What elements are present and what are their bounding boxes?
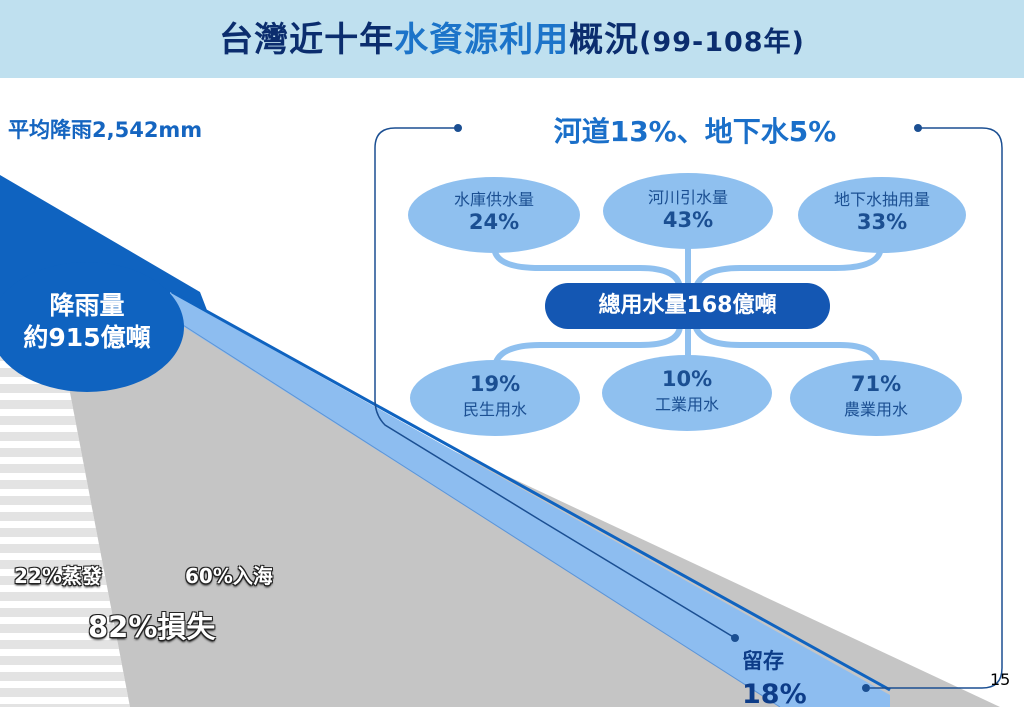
- use-industrial-pct: 10%: [661, 367, 713, 391]
- rainfall-label: 降雨量: [49, 291, 125, 320]
- source-river: 河川引水量 43%: [603, 173, 773, 249]
- evaporation-label: 22%蒸發: [14, 564, 102, 588]
- evaporation-region: [0, 340, 130, 707]
- storage-pointer-dot: [731, 634, 739, 642]
- panel-outline-dot-bottom: [862, 684, 870, 692]
- connector-groundwater: [692, 250, 883, 291]
- use-domestic-label: 民生用水: [462, 400, 527, 419]
- panel-outline-right: [870, 127, 1003, 689]
- source-reservoir-pct: 24%: [468, 210, 520, 234]
- storage-pointer: [539, 519, 736, 639]
- title-part-2: 水資源利用: [394, 20, 570, 60]
- title-banner: [0, 0, 1024, 78]
- total-water-use: 總用水量168億噸: [545, 283, 830, 329]
- rainfall-badge: 降雨量 約915億噸: [0, 262, 184, 392]
- use-domestic: 19% 民生用水: [410, 360, 580, 436]
- source-reservoir: 水庫供水量 24%: [408, 177, 580, 253]
- average-rainfall: 平均降雨2,542mm: [8, 118, 203, 142]
- use-agriculture-pct: 71%: [850, 372, 902, 396]
- storage-pct: 18%: [742, 679, 807, 710]
- source-groundwater: 地下水抽用量 33%: [798, 177, 966, 253]
- page-title: 台灣近十年水資源利用概況(99-108年): [0, 12, 1024, 61]
- panel-outline-dot-left: [454, 124, 462, 132]
- source-reservoir-label: 水庫供水量: [453, 190, 534, 209]
- panel-title: 河道13%、地下水5%: [553, 115, 837, 148]
- panel-outline: [374, 127, 541, 521]
- title-part-3: 概況: [569, 20, 640, 60]
- page-number: 15: [990, 670, 1011, 689]
- use-industrial-label: 工業用水: [654, 395, 719, 414]
- source-river-pct: 43%: [662, 208, 714, 232]
- sea-runoff-label: 60%入海: [185, 564, 273, 588]
- connector-domestic: [492, 324, 683, 367]
- title-part-1: 台灣近十年: [219, 20, 395, 60]
- storage-label: 留存: [742, 649, 784, 673]
- use-industrial: 10% 工業用水: [602, 355, 772, 431]
- storage-label-group: 留存 18%: [742, 645, 807, 710]
- storage-band-inner-edge: [171, 317, 781, 707]
- use-agriculture: 71% 農業用水: [790, 360, 962, 436]
- source-groundwater-pct: 33%: [856, 210, 908, 234]
- title-years: (99-108年): [639, 27, 805, 58]
- connector-reservoir: [492, 250, 683, 291]
- storage-band: [170, 292, 890, 707]
- use-domestic-pct: 19%: [469, 372, 521, 396]
- panel-outline-dot-right: [914, 124, 922, 132]
- rainfall-amount: 約915億噸: [23, 323, 151, 352]
- source-groundwater-label: 地下水抽用量: [833, 190, 930, 209]
- storage-band-edge: [171, 290, 891, 692]
- connector-agriculture: [692, 323, 881, 366]
- use-agriculture-label: 農業用水: [843, 400, 908, 419]
- source-river-label: 河川引水量: [647, 188, 728, 207]
- loss-label: 82%損失: [88, 610, 216, 644]
